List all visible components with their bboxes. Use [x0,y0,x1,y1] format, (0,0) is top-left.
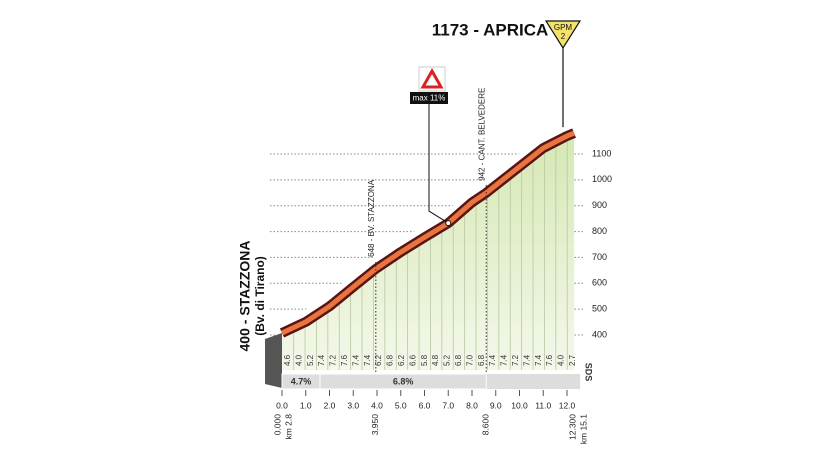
start-total: km 2.8 [283,414,293,440]
side-label: SDS [584,363,594,382]
start-label: 400 - STAZZONA [237,241,253,352]
summary-strip [282,374,581,389]
grade-label: 4.8 [431,354,440,366]
max-grade: max 11% [410,66,448,104]
grade-label: 7.4 [351,354,360,366]
y-tick-label: 700 [592,252,607,262]
grade-label: 6.6 [408,354,417,366]
grade-label: 7.4 [500,354,509,366]
grade-label: 6.2 [374,354,383,366]
grade-label: 7.6 [545,354,554,366]
y-tick-label: 600 [592,278,607,288]
x-tick-label: 9.0 [490,400,502,410]
profile-area [282,135,575,370]
grade-label: 7.4 [317,354,326,366]
grade-label: 6.8 [477,354,486,366]
grade-label: 7.2 [511,354,520,366]
grade-label: 6.8 [386,354,395,366]
x-tick-label: 4.0 [371,400,383,410]
marker-km: 3.950 [370,414,380,436]
marker-label: 942 - CANT. BELVEDERE [477,88,486,181]
x-tick-label: 8.0 [466,400,478,410]
summary-label: 4.7% [291,376,312,386]
chart-title: 1173 - APRICA [432,20,549,39]
grade-label: 6.8 [454,354,463,366]
summary-label: 6.8% [393,376,414,386]
background [265,153,583,388]
grade-label: 5.2 [306,354,315,366]
badge-shape [544,20,582,50]
grade-label: 4.0 [294,354,303,366]
end-km: 12.300 [567,414,577,440]
grade-label: 7.6 [340,354,349,366]
grade-label: 7.0 [465,354,474,366]
x-tick-label: 1.0 [300,400,312,410]
y-tick-label: 900 [592,200,607,210]
x-tick-label: 11.0 [535,400,551,410]
gpm-badge: GPM 2 [544,20,582,50]
y-tick-label: 800 [592,226,607,236]
start-sublabel: (Bv. di Tirano) [253,256,267,336]
grade-label: 7.4 [363,354,372,366]
x-tick-label: 12.0 [559,400,576,410]
grade-label: 2.7 [568,354,577,366]
y-tick-label: 400 [592,329,607,339]
max-grade-pointer [428,104,449,224]
grade-label: 4.0 [557,354,566,366]
profile-side [265,333,282,388]
x-tick-label: 7.0 [442,400,454,410]
y-tick-label: 500 [592,304,607,314]
x-tick-label: 0.0 [276,400,288,410]
marker-label: 648 - BV. STAZZONA [367,179,376,257]
summary-segment [319,373,487,390]
grade-label: 4.6 [283,354,292,366]
grade-label: 5.8 [420,354,429,366]
grade-label: 7.4 [488,354,497,366]
grade-label: 5.2 [443,354,452,366]
max-grade-point [445,220,452,227]
badge-label: GPM [554,23,573,32]
max-grade-label: max 11% [413,94,446,103]
start-km: 0.000 [272,414,282,436]
grade-label: 7.2 [329,354,338,366]
x-tick-label: 10.0 [511,400,528,410]
badge-value: 2 [561,32,566,41]
y-tick-label: 1100 [592,148,611,158]
grade-label: 6.2 [397,354,406,366]
max-label-box [410,92,448,104]
marker-km: 8.600 [481,414,491,436]
x-tick-label: 5.0 [395,400,407,410]
warning-triangle [420,67,444,89]
end-total: km 15.1 [578,414,588,445]
grade-label: 7.4 [534,354,543,366]
x-tick-label: 3.0 [347,400,359,410]
x-tick-label: 6.0 [419,400,431,410]
grade-label: 7.4 [522,354,531,366]
x-tick-label: 2.0 [324,400,336,410]
y-tick-label: 1000 [592,174,612,184]
